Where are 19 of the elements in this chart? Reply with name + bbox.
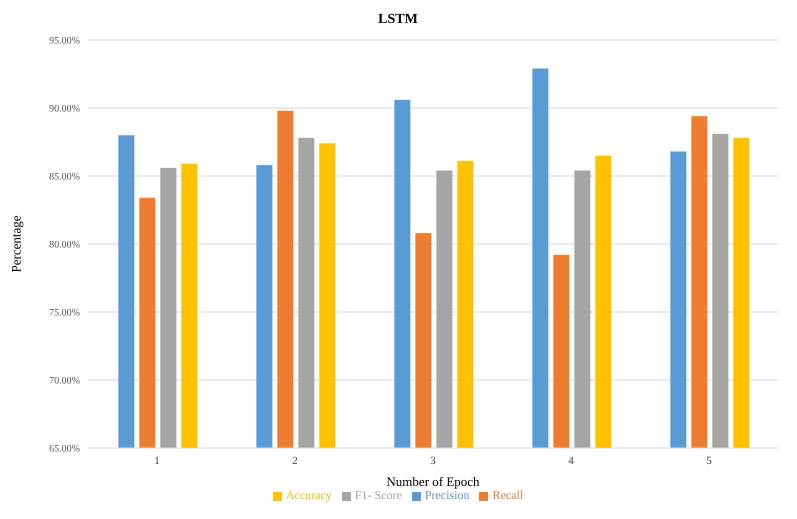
x-tick-label: 4 [568, 454, 574, 467]
y-tick-label: 65.00% [49, 444, 80, 455]
legend-label: Recall [492, 488, 524, 502]
y-tick-label: 85.00% [49, 172, 80, 183]
legend-label: F1- Score [354, 488, 402, 502]
x-tick-label: 2 [292, 454, 298, 467]
chart-title: LSTM [377, 11, 419, 29]
y-tick-label: 70.00% [49, 376, 80, 387]
legend-label: Precision [424, 488, 470, 502]
y-tick-label: 90.00% [49, 104, 80, 115]
y-axis-title: Percentage [8, 215, 24, 273]
y-tick-label: 80.00% [49, 240, 80, 251]
x-tick-label: 1 [154, 454, 160, 467]
x-tick-label: 5 [706, 454, 712, 467]
y-tick-label: 75.00% [49, 308, 80, 319]
y-tick-label: 95.00% [49, 36, 80, 47]
x-tick-label: 3 [430, 454, 436, 467]
x-axis-title: Number of Epoch [386, 474, 480, 489]
legend-label: Accuracy [286, 488, 332, 502]
